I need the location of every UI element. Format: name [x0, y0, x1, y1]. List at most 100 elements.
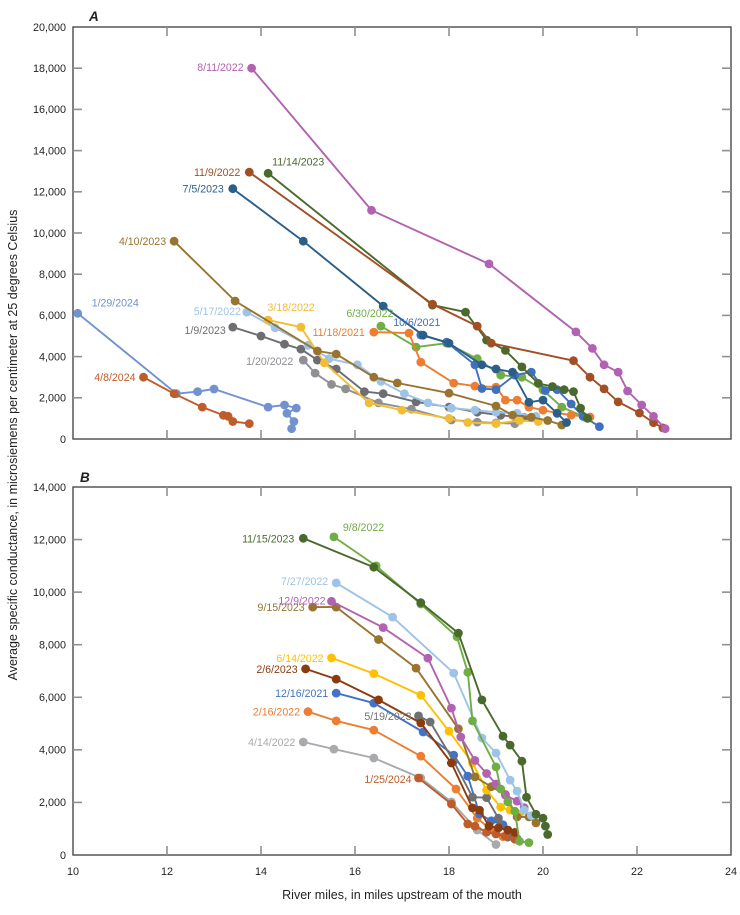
data-point	[428, 299, 437, 309]
data-point	[468, 803, 477, 813]
data-point	[291, 403, 301, 413]
series-date-label: 9/8/2022	[343, 522, 384, 534]
x-axis-tick-label: 16	[349, 866, 361, 878]
data-point	[341, 384, 350, 394]
data-point	[637, 400, 647, 410]
data-point	[477, 384, 487, 393]
data-point	[423, 398, 433, 408]
data-point	[374, 695, 383, 705]
data-point	[378, 389, 388, 399]
data-point	[517, 362, 527, 372]
data-point	[369, 753, 379, 763]
series-date-label: 4/8/2024	[94, 372, 135, 384]
y-axis-tick-label: 2,000	[39, 797, 66, 809]
data-point	[310, 368, 320, 378]
data-point	[327, 596, 336, 606]
data-point	[280, 400, 289, 410]
data-point	[331, 349, 341, 359]
x-axis-title: River miles, in miles upstream of the mo…	[282, 888, 522, 902]
data-point	[522, 792, 531, 802]
series-date-label: 8/11/2022	[197, 62, 243, 74]
series-date-label: 10/6/2021	[393, 317, 440, 329]
series-11-14-2023	[263, 168, 592, 423]
y-axis-tick-label: 0	[60, 434, 66, 446]
series-date-label: 2/6/2023	[256, 664, 297, 676]
y-axis-tick-label: 0	[60, 850, 66, 862]
data-point	[378, 623, 388, 632]
data-point	[287, 424, 296, 434]
data-point	[331, 674, 341, 684]
data-point	[494, 813, 503, 823]
data-point	[449, 378, 459, 388]
data-point	[588, 344, 597, 353]
y-axis-tick-label: 18,000	[33, 63, 66, 75]
series-date-label: 12/9/2022	[278, 595, 325, 607]
data-point	[228, 184, 238, 194]
data-point	[508, 410, 517, 420]
data-point	[327, 653, 336, 663]
series-date-label: 2/16/2022	[253, 707, 300, 719]
data-point	[484, 821, 494, 831]
data-point	[331, 364, 341, 374]
data-point	[576, 403, 585, 413]
series-3-18-2022	[263, 315, 543, 428]
data-point	[447, 758, 456, 768]
data-point	[169, 236, 179, 246]
data-point	[468, 792, 477, 802]
data-point	[548, 382, 557, 391]
data-point	[491, 407, 501, 417]
y-axis-tick-label: 6,000	[39, 692, 66, 704]
data-point	[613, 397, 623, 407]
data-point	[477, 695, 487, 705]
data-point	[256, 331, 266, 341]
data-point	[468, 716, 477, 726]
data-point	[491, 762, 501, 772]
x-axis-tick-label: 24	[725, 866, 737, 878]
data-point	[519, 805, 529, 815]
series-date-label: 4/10/2023	[119, 236, 166, 248]
data-point	[503, 797, 513, 807]
data-point	[508, 367, 517, 377]
data-point	[484, 259, 494, 269]
series-date-label: 1/25/2024	[364, 774, 411, 786]
data-point	[543, 830, 553, 839]
data-point	[374, 635, 383, 644]
data-point	[538, 813, 548, 823]
x-axis-tick-label: 10	[67, 866, 79, 878]
series-line	[143, 376, 250, 425]
series-date-label: 7/27/2022	[281, 576, 328, 588]
data-point	[228, 322, 238, 332]
data-point	[517, 756, 527, 766]
data-point	[482, 769, 491, 778]
series-7-5-2023	[228, 184, 571, 427]
data-point	[486, 338, 496, 348]
data-point	[397, 405, 407, 415]
data-point	[418, 330, 428, 340]
data-point	[472, 321, 482, 331]
data-point	[400, 389, 409, 399]
panel-a-letter: A	[88, 9, 99, 24]
data-point	[244, 167, 254, 177]
data-point	[470, 381, 480, 391]
data-point	[369, 669, 379, 678]
data-point	[477, 360, 487, 370]
y-axis-title: Average specific conductance, in microsi…	[6, 210, 20, 681]
data-point	[660, 424, 670, 434]
data-point	[557, 402, 567, 412]
data-point	[411, 663, 421, 673]
data-point	[416, 718, 426, 728]
tick-marks	[73, 27, 731, 439]
y-axis-tick-label: 4,000	[39, 351, 66, 363]
data-point	[392, 378, 402, 388]
series-date-label: 11/15/2023	[242, 533, 294, 545]
data-point	[447, 799, 456, 809]
data-point	[369, 562, 379, 572]
y-axis-tick-label: 10,000	[33, 228, 66, 240]
data-point	[414, 773, 423, 783]
data-point	[327, 380, 336, 389]
data-point	[595, 422, 604, 431]
series-date-label: 4/14/2022	[248, 737, 295, 749]
data-point	[491, 419, 501, 428]
data-point	[367, 205, 376, 215]
data-point	[447, 403, 456, 413]
